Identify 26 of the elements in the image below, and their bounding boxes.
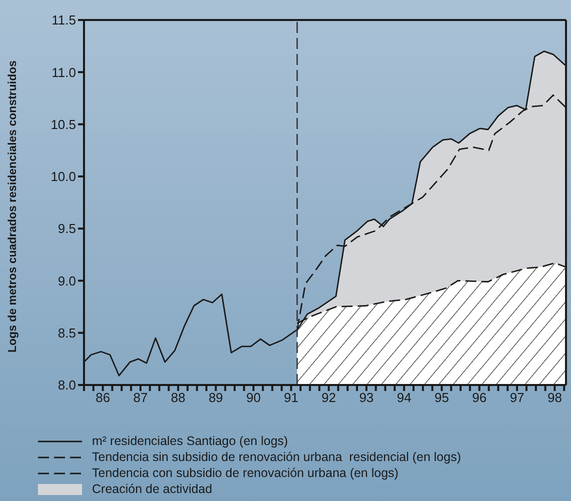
x-tick-label: 91 <box>284 390 298 406</box>
y-tick-label: 11.5 <box>52 12 76 28</box>
x-tick-label: 93 <box>359 390 374 406</box>
x-tick-label: 88 <box>170 390 186 406</box>
y-tick-label: 9.0 <box>58 273 76 288</box>
x-tick-label: 92 <box>322 390 336 406</box>
y-tick-label: 10.5 <box>50 116 76 132</box>
legend-label: Creación de actividad <box>92 481 212 497</box>
x-tick-label: 89 <box>208 390 224 406</box>
y-tick-label: 8.5 <box>58 325 76 340</box>
y-axis-title: Logs de metros cuadrados residenciales construidos <box>7 60 20 352</box>
x-tick-label: 96 <box>472 390 487 406</box>
legend-label: Tendencia con subsidio de renovación urbana (en logs) <box>92 465 398 481</box>
x-tick-label: 97 <box>510 390 524 406</box>
y-tick-label: 9.5 <box>58 221 76 236</box>
legend-label: m² residenciales Santiago (en logs) <box>92 433 288 449</box>
y-tick-label: 11.0 <box>52 64 76 80</box>
x-tick-label: 94 <box>396 390 412 406</box>
x-tick-label: 90 <box>246 390 261 406</box>
y-tick-label: 8.0 <box>58 378 76 393</box>
x-tick-label: 98 <box>547 390 562 406</box>
legend-label: Tendencia sin subsidio de renovación urbana residencial (en logs) <box>92 449 461 465</box>
x-tick-label: 87 <box>133 390 148 406</box>
x-tick-label: 95 <box>434 390 449 406</box>
x-tick-label: 86 <box>96 390 110 406</box>
y-tick-label: 10.0 <box>50 169 76 184</box>
